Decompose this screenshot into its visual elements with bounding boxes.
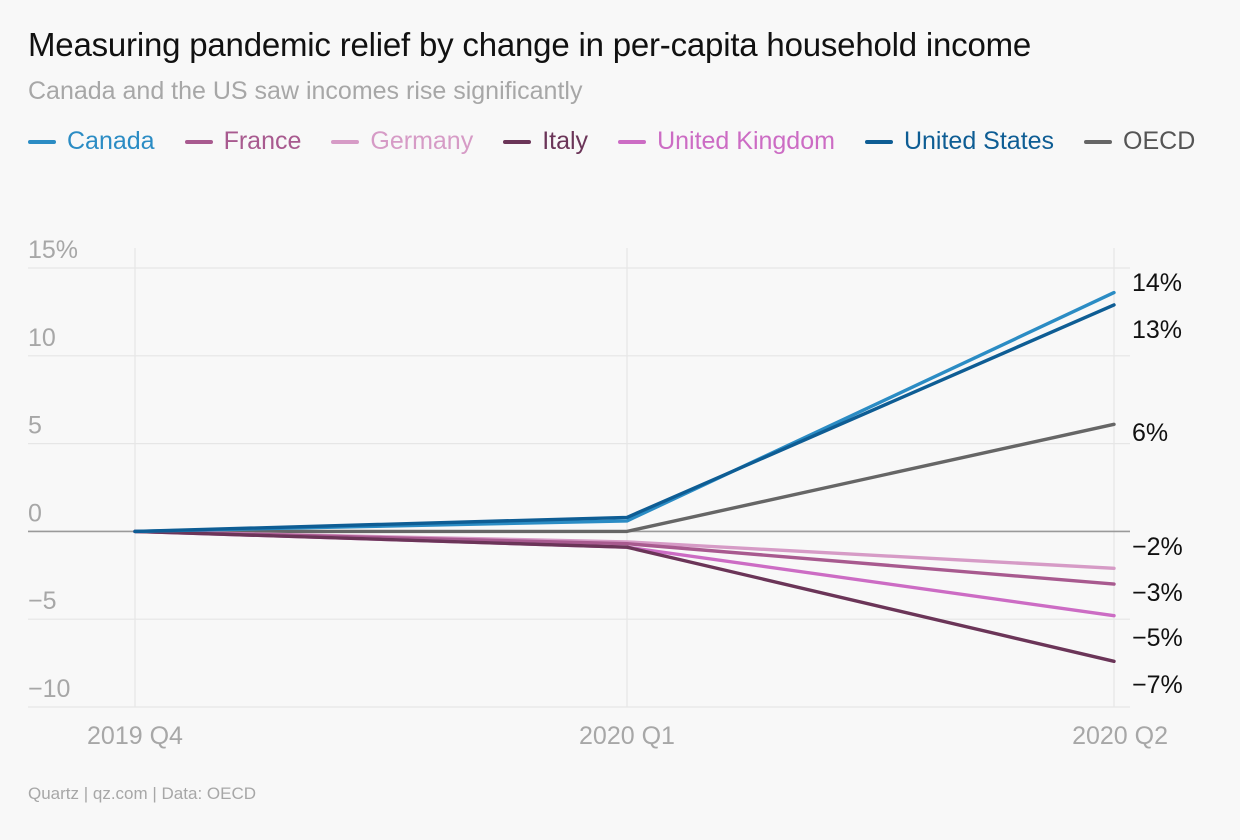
legend-label: United Kingdom [657, 127, 835, 155]
end-value-label: 14% [1132, 269, 1182, 297]
legend-swatch [618, 139, 647, 144]
series-line-oecd [133, 422, 1116, 534]
legend-label: United States [903, 127, 1055, 155]
legend-item-france: France [184, 127, 302, 155]
legend-label: Canada [67, 127, 155, 155]
legend-swatch [1084, 139, 1113, 144]
series-line-canada [133, 290, 1116, 534]
end-value-label: −5% [1132, 624, 1183, 652]
x-tick-label: 2019 Q4 [87, 722, 183, 750]
end-value-label: −3% [1132, 579, 1183, 607]
legend-swatch [184, 139, 213, 144]
end-value-label: −7% [1132, 671, 1183, 699]
series-line-france [133, 529, 1116, 586]
legend-label: France [223, 127, 302, 155]
legend-label: OECD [1123, 127, 1196, 155]
legend-swatch [331, 139, 360, 144]
x-tick-label: 2020 Q1 [579, 722, 675, 750]
end-value-label: 6% [1132, 419, 1168, 447]
series-line-united-states [133, 303, 1116, 534]
y-tick-label: −10 [28, 675, 70, 703]
legend-item-oecd: OECD [1084, 127, 1196, 155]
y-tick-label: 15% [28, 236, 78, 264]
y-tick-label: 5 [28, 412, 42, 440]
legend-item-canada: Canada [28, 127, 155, 155]
legend-swatch [503, 139, 532, 144]
x-tick-label: 2020 Q2 [1072, 722, 1168, 750]
y-tick-label: 10 [28, 324, 56, 352]
legend-swatch [864, 139, 893, 144]
legend-item-germany: Germany [331, 127, 474, 155]
legend: Canada France Germany Italy United Kingdom Un… [28, 127, 1218, 155]
legend-swatch [28, 139, 56, 144]
source-credit: Quartz | qz.com | Data: OECD [28, 784, 257, 803]
legend-item-italy: Italy [503, 127, 589, 155]
end-value-label: −2% [1132, 533, 1183, 561]
y-tick-label: −5 [28, 587, 57, 615]
legend-label: Germany [370, 127, 474, 155]
legend-item-united-states: United States [864, 127, 1055, 155]
legend-label: Italy [542, 127, 589, 155]
series-line-italy [133, 529, 1116, 663]
y-tick-label: 0 [28, 499, 42, 527]
end-value-label: 13% [1132, 316, 1182, 344]
chart-title: Measuring pandemic relief by change in p… [28, 26, 1032, 63]
chart-subtitle: Canada and the US saw incomes rise signi… [28, 77, 583, 105]
legend-item-united-kingdom: United Kingdom [618, 127, 835, 155]
